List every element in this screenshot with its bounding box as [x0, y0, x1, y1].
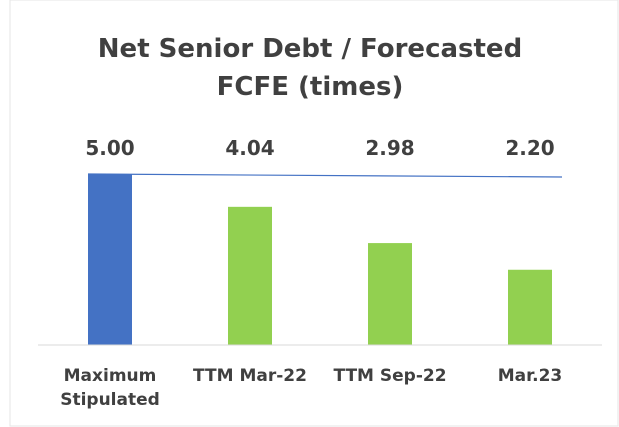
- reference-line: [87, 173, 563, 178]
- bar: [88, 174, 132, 345]
- bar: [368, 243, 412, 345]
- data-label: 2.20: [505, 136, 555, 160]
- data-label: 4.04: [225, 136, 275, 160]
- bar: [508, 269, 552, 345]
- x-tick-label: Mar.23: [497, 366, 563, 386]
- data-label: 2.98: [365, 136, 415, 160]
- chart-title: Net Senior Debt / Forecasted FCFE (times…: [97, 34, 523, 102]
- data-label: 5.00: [85, 136, 135, 160]
- bar: [228, 206, 272, 345]
- chart-border: [9, 0, 619, 427]
- x-tick-label: Maximum Stipulated: [60, 366, 160, 410]
- x-tick-label: TTM Sep-22: [333, 366, 447, 386]
- x-tick-label: TTM Mar-22: [193, 366, 307, 386]
